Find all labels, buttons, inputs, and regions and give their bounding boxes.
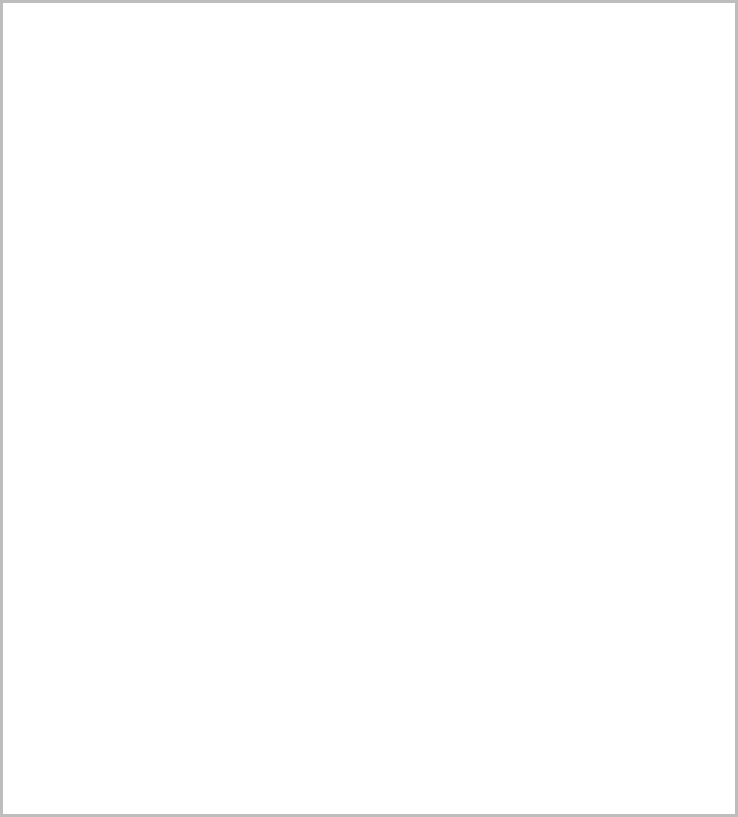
figure-canvas	[0, 0, 738, 817]
lma-figure	[0, 0, 738, 817]
